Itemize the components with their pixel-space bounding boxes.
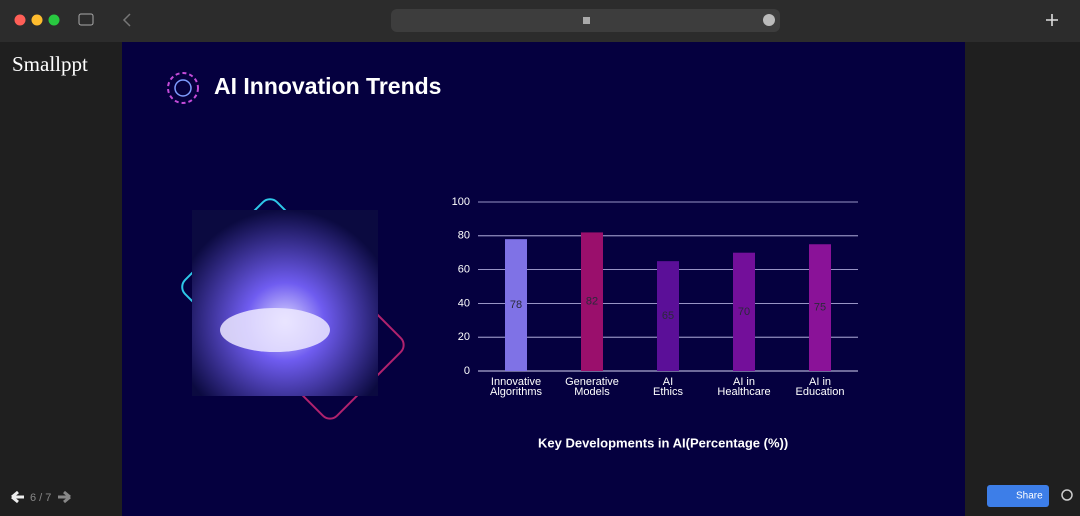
bar xyxy=(657,261,679,371)
next-slide[interactable] xyxy=(58,490,71,504)
slide-title: AI Innovation Trends xyxy=(214,73,441,99)
zoom-button[interactable] xyxy=(48,14,60,26)
x-tick-label: AI in Education xyxy=(795,376,845,398)
illustration xyxy=(181,198,405,420)
x-tick-label: AI in Healthcare xyxy=(717,376,771,398)
chart-title: Key Developments in AI(Percentage (%)) xyxy=(538,435,788,450)
value-label: 70 xyxy=(738,306,750,318)
bar xyxy=(581,232,603,371)
value-label: 78 xyxy=(510,299,522,311)
page-menu[interactable] xyxy=(763,14,775,26)
prev-slide[interactable] xyxy=(11,490,24,504)
y-tick-label: 100 xyxy=(452,196,470,208)
lock-icon xyxy=(583,17,590,24)
minimize-button[interactable] xyxy=(31,14,43,26)
settings-button[interactable] xyxy=(1061,489,1073,501)
y-tick-label: 60 xyxy=(458,264,470,276)
value-label: 82 xyxy=(586,296,598,308)
y-tick-label: 40 xyxy=(458,297,470,309)
value-label: 75 xyxy=(814,302,826,314)
sidebar-toggle[interactable] xyxy=(78,13,94,26)
value-label: 65 xyxy=(662,310,674,322)
back-button[interactable] xyxy=(122,13,131,27)
x-tick-label: Innovative Algorithms xyxy=(490,376,542,398)
y-tick-label: 80 xyxy=(458,230,470,242)
right-panel xyxy=(965,42,1080,516)
logo: Smallppt xyxy=(12,52,88,76)
new-tab[interactable] xyxy=(1046,14,1058,26)
x-tick-label: AI Ethics xyxy=(653,376,683,398)
y-tick-label: 20 xyxy=(458,331,470,343)
y-tick-label: 0 xyxy=(464,365,470,377)
share-button[interactable] xyxy=(987,485,1049,507)
bar xyxy=(733,252,755,371)
bar xyxy=(809,244,831,371)
left-panel xyxy=(0,42,122,516)
bar xyxy=(505,239,527,371)
x-tick-label: Generative Models xyxy=(565,376,619,398)
pager: 6 / 7 xyxy=(30,492,51,504)
share-label: Share xyxy=(1016,491,1043,502)
title-icon xyxy=(167,72,199,104)
close-button[interactable] xyxy=(14,14,26,26)
